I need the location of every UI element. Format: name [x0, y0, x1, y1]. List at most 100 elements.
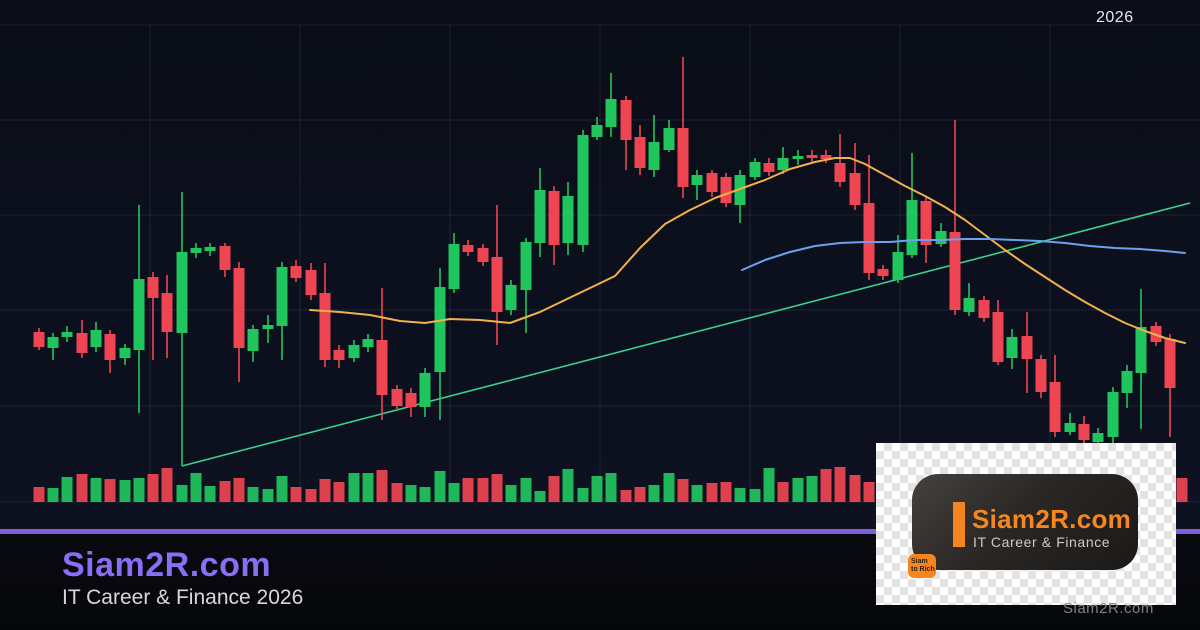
candle-body: [319, 293, 331, 360]
volume-bar: [763, 468, 775, 502]
volume-bar: [90, 478, 102, 502]
candle-body: [176, 252, 188, 333]
volume-bar: [176, 485, 188, 502]
volume-bar: [749, 489, 761, 502]
candle-body: [548, 191, 560, 245]
volume-bar: [477, 478, 489, 502]
volume-bar: [190, 473, 202, 502]
ma-line-fast-orange: [309, 157, 1186, 344]
volume-bar: [247, 487, 259, 502]
candle-body: [491, 257, 503, 312]
volume-bar: [61, 477, 73, 502]
candle-body: [963, 298, 975, 312]
brand-title: Siam2R.com: [62, 546, 272, 584]
candle-body: [648, 142, 660, 170]
siam-to-rich-badge: Siam to Rich: [908, 554, 936, 578]
volume-bar: [448, 483, 460, 502]
volume-bar: [562, 469, 574, 502]
candle-body: [935, 231, 947, 244]
volume-bar: [161, 468, 173, 502]
volume-bar: [648, 485, 660, 502]
volume-bar: [104, 479, 116, 502]
volume-bar: [47, 488, 59, 502]
volume-bar: [233, 478, 245, 502]
candle-body: [820, 155, 832, 159]
candle-body: [706, 173, 718, 192]
candle-body: [119, 348, 131, 358]
volume-bar: [534, 491, 546, 502]
candle-body: [104, 334, 116, 360]
candle-body: [906, 200, 918, 255]
candle-body: [290, 266, 302, 278]
candle-body: [161, 293, 173, 332]
volume-bar: [548, 476, 560, 502]
candle-body: [749, 162, 761, 177]
candle-body: [90, 330, 102, 347]
candle-body: [663, 128, 675, 150]
candle-body: [763, 163, 775, 172]
volume-bar: [434, 471, 446, 502]
candle-body: [777, 158, 789, 170]
candle-body: [477, 248, 489, 262]
logo-watermark-card: Siam2R.com IT Career & Finance Siam to R…: [876, 443, 1176, 605]
candle-body: [806, 155, 818, 158]
candle-body: [562, 196, 574, 243]
volume-bar: [319, 479, 331, 502]
candle-body: [691, 175, 703, 185]
candle-body: [405, 393, 417, 407]
candle-body: [877, 269, 889, 276]
candle-body: [634, 137, 646, 168]
candle-body: [720, 177, 732, 203]
volume-bar: [620, 490, 632, 502]
volume-bar: [577, 488, 589, 502]
volume-bar: [290, 487, 302, 502]
candle-body: [219, 246, 231, 270]
candle-body: [591, 125, 603, 137]
candle-body: [1135, 327, 1147, 373]
candle-body: [247, 329, 259, 351]
candle-body: [849, 173, 861, 205]
volume-bar: [634, 487, 646, 502]
volume-bar: [333, 482, 345, 502]
candle-body: [305, 270, 317, 295]
volume-bar: [147, 474, 159, 502]
candle-body: [362, 339, 374, 347]
volume-bar: [76, 474, 88, 502]
candle-body: [1006, 337, 1018, 358]
candle-body: [534, 190, 546, 243]
volume-bar: [605, 473, 617, 502]
candle-body: [577, 135, 589, 245]
volume-bar: [677, 479, 689, 502]
candle-body: [47, 337, 59, 348]
candle-body: [1078, 424, 1090, 440]
volume-bar: [405, 485, 417, 502]
candle-body: [920, 201, 932, 245]
ma-line-slow-blue: [741, 238, 1186, 271]
candle-body: [1049, 382, 1061, 432]
year-label: 2026: [1096, 9, 1134, 26]
volume-bar: [663, 473, 675, 502]
candle-body: [462, 245, 474, 252]
candle-body: [61, 332, 73, 337]
volume-bar: [204, 486, 216, 502]
badge-line1: Siam: [911, 558, 928, 565]
candle-body: [677, 128, 689, 187]
candle-body: [1164, 339, 1176, 388]
volume-bar: [1176, 478, 1188, 502]
candle-body: [76, 333, 88, 353]
candle-body: [978, 300, 990, 318]
candle-body: [348, 345, 360, 358]
candle-body: [147, 277, 159, 298]
volume-bar: [462, 478, 474, 502]
logo-box: Siam2R.com IT Career & Finance: [912, 474, 1138, 570]
candle-body: [333, 350, 345, 360]
candle-body: [834, 163, 846, 182]
candle-body: [262, 325, 274, 329]
volume-bar: [133, 478, 145, 502]
badge-line2: to Rich: [911, 566, 935, 573]
volume-bar: [391, 483, 403, 502]
volume-bar: [591, 476, 603, 502]
volume-bar: [720, 482, 732, 502]
volume-bar: [119, 480, 131, 502]
volume-bar: [734, 488, 746, 502]
